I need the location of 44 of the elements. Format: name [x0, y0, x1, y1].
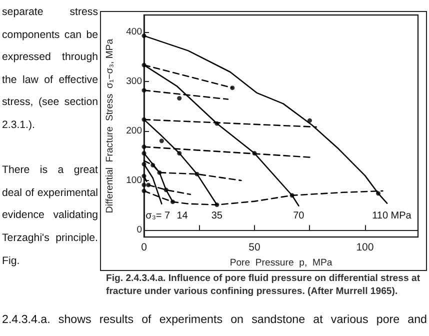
caption: Fig. 2.4.3.4.a. Influence of pore fluid pressure on differential stress at fracture under various confining pressures. (After Murrell 1965). — [106, 273, 422, 298]
point — [164, 188, 168, 192]
point — [177, 151, 182, 156]
text: separate stress components can be expressed through the law of effective stress, (see section 2.3.1.). There is a great deal of experimental evidence validating Terzaghi's principle. Fig. — [2, 6, 98, 267]
point — [252, 151, 257, 156]
point — [142, 34, 146, 38]
annotation: 70 — [293, 210, 305, 222]
y-axis-title: Differential Fracture Stress σ₁−σ₃, MPa — [104, 38, 116, 214]
point — [150, 162, 156, 168]
point — [376, 191, 380, 196]
x-tick-label: 100 — [356, 242, 374, 254]
point — [170, 200, 175, 204]
point — [142, 182, 146, 188]
x-axis-title: Pore Pressure p, MPa — [230, 257, 333, 268]
point — [142, 88, 146, 93]
point — [214, 121, 220, 126]
y-tick-label: 0 — [136, 224, 142, 236]
point — [142, 144, 146, 150]
point — [146, 182, 151, 188]
y-tick-label: 100 — [126, 175, 142, 186]
point — [142, 188, 146, 194]
text: 2.4.3.4.a. shows results of experiments on sandstone at various pore and — [2, 313, 427, 326]
point — [142, 162, 146, 166]
point — [157, 170, 162, 175]
annotation: 14 — [176, 210, 188, 222]
point — [214, 202, 220, 208]
point — [159, 138, 164, 144]
y-tick-label: 400 — [126, 26, 142, 38]
x-tick-label: 50 — [248, 242, 260, 254]
y-tick-label: 200 — [126, 125, 142, 136]
point — [307, 118, 312, 123]
point — [194, 172, 200, 176]
annotation: 35 — [211, 210, 223, 222]
line-series — [143, 35, 388, 204]
annotation: σ₃= 7 — [146, 210, 171, 222]
point — [177, 96, 182, 100]
point — [142, 174, 146, 178]
point — [142, 62, 146, 68]
point — [142, 151, 146, 156]
annotation: 110 MPa — [372, 210, 412, 222]
point — [142, 117, 146, 122]
y-tick-label: 300 — [126, 76, 142, 87]
point — [230, 86, 235, 90]
point — [290, 193, 294, 198]
